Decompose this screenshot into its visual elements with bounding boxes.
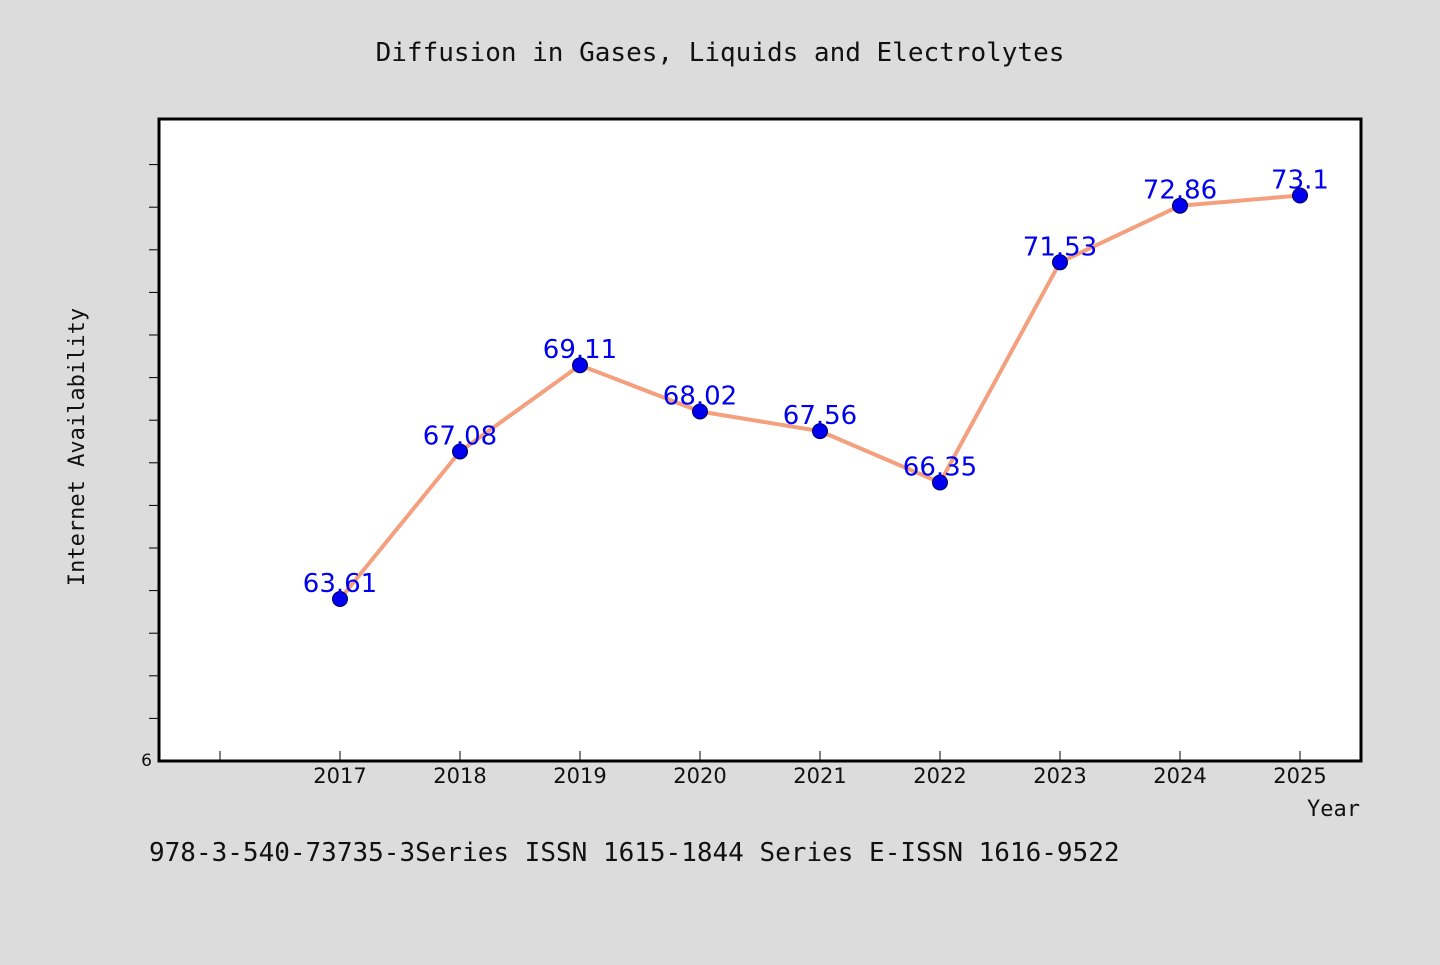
- x-tick-label: 2018: [433, 764, 486, 788]
- x-tick-label: 2022: [913, 764, 966, 788]
- data-point: [452, 443, 468, 460]
- x-axis-ticks: 2017 2018 2019 2020 2021 2022 2023 2024 2025: [219, 751, 1327, 788]
- data-label: 72.86: [1143, 176, 1217, 206]
- x-tick-label: 2025: [1273, 764, 1326, 788]
- data-point: [572, 357, 588, 374]
- y-axis-min-label: 6: [141, 751, 152, 771]
- data-point: [812, 423, 828, 440]
- data-point: [1172, 197, 1188, 214]
- y-axis-label: Internet Availability: [65, 308, 90, 586]
- x-tick-label: 2021: [793, 764, 846, 788]
- series-layer: 63.61 67.08 69.11 68.02 67.56 66.35 71.53 72.86…: [303, 166, 1329, 607]
- data-label: 66.35: [903, 453, 977, 483]
- data-point: [332, 591, 348, 607]
- data-label: 71.53: [1023, 232, 1097, 262]
- x-axis-label: Year: [1307, 797, 1360, 822]
- x-tick-label: 2019: [553, 764, 606, 788]
- data-point: [1052, 254, 1068, 271]
- data-point: [692, 403, 708, 420]
- chart-title: Diffusion in Gases, Liquids and Electrol…: [376, 38, 1065, 68]
- footer-text: 978-3-540-73735-3Series ISSN 1615-1844 S…: [149, 838, 1120, 868]
- data-point: [1292, 187, 1308, 204]
- data-label: 67.08: [423, 422, 497, 452]
- data-label: 69.11: [543, 335, 617, 365]
- x-tick-label: 2020: [673, 764, 726, 788]
- data-label: 68.02: [663, 382, 737, 412]
- x-tick-label: 2023: [1033, 764, 1086, 788]
- y-axis-ticks: [149, 164, 159, 719]
- plot-area: [157, 117, 1363, 763]
- x-tick-label: 2024: [1153, 764, 1206, 788]
- data-label: 73.1: [1271, 166, 1329, 196]
- data-label: 63.61: [303, 569, 377, 599]
- data-point: [932, 474, 948, 491]
- data-label: 67.56: [783, 401, 857, 431]
- x-tick-label: 2017: [313, 764, 366, 788]
